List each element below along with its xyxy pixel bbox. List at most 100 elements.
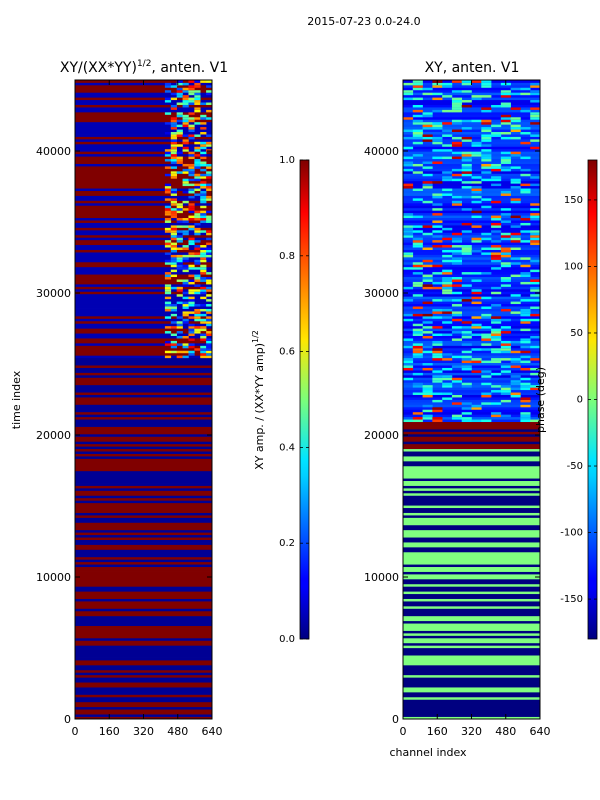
phase-heatmap-cell (432, 141, 443, 145)
phase-panel-title: XY, anten. V1 (425, 60, 520, 76)
phase-heatmap-cell (510, 124, 521, 128)
amplitude-heatmap-cell (176, 254, 183, 258)
amplitude-heatmap-cell (176, 210, 183, 214)
phase-heatmap-row (403, 706, 540, 710)
amplitude-heatmap-cell (200, 156, 207, 160)
phase-heatmap-cell (491, 320, 502, 324)
amplitude-heatmap-cell (176, 355, 183, 359)
amplitude-heatmap-cell (170, 303, 177, 307)
phase-heatmap-cell (442, 352, 453, 356)
phase-heatmap-cell (471, 225, 482, 228)
phase-heatmap-cell (520, 318, 531, 322)
amplitude-heatmap-row (75, 116, 212, 120)
amplitude-heatmap-cell (182, 207, 189, 211)
amplitude-heatmap-cell (194, 308, 201, 312)
phase-heatmap-cell (461, 333, 472, 336)
amplitude-heatmap-row (75, 308, 212, 312)
amplitude-heatmap-cell (194, 175, 201, 179)
amplitude-heatmap-cell (164, 315, 172, 319)
phase-heatmap-cell (530, 335, 541, 339)
phase-heatmap-cell (500, 193, 511, 196)
amplitude-heatmap-cell (164, 301, 172, 305)
phase-heatmap-cell (481, 333, 492, 336)
phase-heatmap-cell (403, 227, 414, 231)
phase-heatmap-row (403, 701, 540, 705)
phase-heatmap-row (403, 672, 540, 676)
phase-heatmap-cell (530, 419, 541, 423)
amplitude-heatmap-cell (194, 259, 201, 263)
phase-heatmap-cell (500, 136, 511, 140)
colorbar-tick-label: 0.6 (279, 347, 295, 358)
phase-heatmap-cell (481, 107, 492, 110)
phase-heatmap-cell (461, 168, 472, 172)
phase-heatmap-row (403, 478, 540, 482)
amplitude-heatmap-cell (182, 247, 189, 250)
amplitude-heatmap-row (75, 537, 212, 540)
phase-heatmap-cell (530, 212, 541, 216)
phase-heatmap-row (403, 318, 540, 322)
phase-heatmap-cell (432, 264, 443, 268)
phase-heatmap-cell (530, 116, 541, 120)
amplitude-heatmap-row (75, 608, 212, 612)
amplitude-heatmap-cell (170, 202, 177, 206)
amplitude-heatmap-cell (170, 215, 177, 219)
phase-heatmap-cell (422, 279, 433, 282)
amplitude-heatmap-cell (200, 333, 207, 336)
phase-heatmap-cell (520, 256, 531, 260)
amplitude-heatmap-cell (176, 80, 183, 83)
amplitude-heatmap-row (75, 338, 212, 341)
amplitude-heatmap-cell (182, 178, 189, 182)
phase-heatmap-cell (422, 330, 433, 334)
amplitude-heatmap-cell (200, 163, 207, 167)
amplitude-heatmap-cell (182, 296, 189, 300)
colorbar-tick-label: 0.8 (279, 251, 295, 262)
phase-heatmap-cell (412, 382, 423, 386)
phase-heatmap-cell (481, 153, 492, 157)
amplitude-heatmap-cell (182, 244, 189, 248)
phase-heatmap-cell (442, 84, 453, 88)
amplitude-heatmap-cell (200, 244, 207, 248)
amplitude-heatmap-cell (188, 136, 195, 140)
amplitude-heatmap-cell (170, 210, 177, 214)
amplitude-heatmap-cell (206, 229, 213, 233)
phase-heatmap-row (403, 696, 540, 700)
amplitude-heatmap-cell (170, 170, 177, 174)
amplitude-heatmap-cell (170, 134, 177, 137)
amplitude-heatmap-row (75, 465, 212, 469)
amplitude-heatmap-cell (188, 166, 195, 169)
amplitude-heatmap-row (75, 200, 212, 204)
phase-heatmap-row (403, 308, 540, 312)
amplitude-heatmap-row (75, 266, 212, 270)
amplitude-heatmap-row (75, 291, 212, 295)
amplitude-heatmap-row (75, 470, 212, 474)
phase-heatmap-cell (432, 244, 443, 248)
phase-heatmap-cell (491, 178, 502, 182)
amplitude-heatmap-row (75, 232, 212, 236)
amplitude-heatmap-cell (170, 153, 177, 157)
amplitude-heatmap-row (75, 143, 212, 147)
phase-heatmap-cell (510, 180, 521, 184)
amplitude-heatmap-cell (176, 82, 183, 86)
amplitude-heatmap-cell (194, 109, 201, 113)
amplitude-heatmap-row (75, 323, 212, 327)
phase-heatmap-cell (481, 237, 492, 241)
phase-heatmap-cell (530, 175, 541, 179)
amplitude-heatmap-cell (194, 97, 201, 101)
amplitude-heatmap-row (75, 397, 212, 400)
phase-heatmap-cell (520, 308, 531, 312)
amplitude-heatmap-cell (176, 229, 183, 233)
amplitude-heatmap-row (75, 394, 212, 398)
amplitude-heatmap-row (75, 102, 212, 105)
amplitude-heatmap-cell (200, 173, 207, 177)
amplitude-heatmap-cell (206, 315, 213, 319)
phase-heatmap-cell (422, 367, 433, 371)
amplitude-heatmap-cell (194, 99, 201, 103)
phase-heatmap-cell (520, 168, 531, 172)
phase-heatmap-cell (422, 180, 433, 184)
amplitude-heatmap-row (75, 151, 212, 155)
phase-heatmap-cell (451, 355, 463, 359)
amplitude-heatmap-cell (200, 291, 207, 295)
phase-heatmap-cell (500, 325, 511, 329)
amplitude-heatmap-cell (188, 195, 195, 199)
